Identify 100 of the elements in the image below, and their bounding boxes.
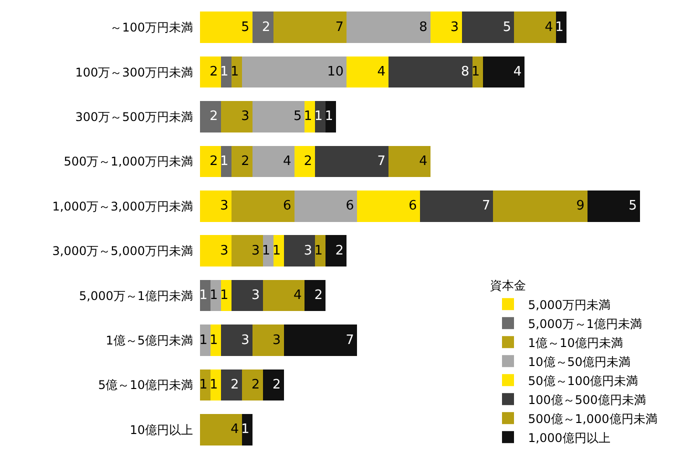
bar (284, 235, 316, 266)
bar (273, 12, 347, 43)
bar (200, 12, 252, 43)
bar (252, 12, 274, 43)
data-label: 2 (252, 377, 260, 392)
data-label: 7 (335, 20, 344, 35)
legend-label: 100億～500億円未満 (528, 392, 646, 407)
bar (200, 280, 210, 312)
data-label: 1 (555, 20, 564, 35)
bar (210, 280, 221, 312)
legend-label: 5,000万～1億円未満 (528, 316, 642, 331)
y-tick-label: ～100万円未満 (110, 20, 193, 35)
data-label: 1 (220, 288, 228, 304)
bar (200, 146, 221, 178)
data-label: 4 (293, 288, 302, 304)
bar (252, 101, 305, 132)
bar (315, 146, 389, 178)
legend-label: 1,000億円以上 (528, 430, 610, 445)
bar (357, 190, 420, 222)
data-label: 3 (304, 243, 312, 258)
data-label: 4 (513, 64, 522, 80)
bar (388, 146, 430, 178)
data-label: 3 (220, 198, 228, 214)
data-label: 5 (628, 198, 637, 214)
data-label: 7 (482, 198, 490, 214)
data-label: 2 (304, 154, 312, 169)
bar (220, 369, 242, 401)
bar (231, 146, 252, 178)
data-label: 2 (210, 154, 218, 169)
bar (556, 12, 567, 43)
data-label: 1 (314, 243, 323, 258)
data-label: 2 (272, 377, 281, 392)
bar (284, 324, 358, 356)
y-tick-label: 5億～10億円未満 (98, 378, 193, 392)
bar (231, 56, 242, 88)
bar (388, 56, 472, 88)
bar (252, 146, 294, 178)
data-label: 1 (230, 64, 239, 80)
data-label: 2 (230, 377, 239, 392)
data-label: 3 (252, 243, 260, 258)
data-label: 6 (408, 198, 417, 214)
data-label: 4 (419, 154, 428, 169)
bar (242, 369, 263, 401)
bar (420, 190, 494, 222)
y-tick-label: 5,000万～1億円未満 (79, 288, 193, 303)
data-label: 4 (377, 64, 386, 80)
bar (262, 280, 305, 312)
data-label: 2 (314, 288, 323, 304)
data-label: 2 (262, 20, 270, 35)
data-label: 1 (262, 243, 270, 258)
data-label: 1 (324, 109, 334, 124)
data-label: 5 (241, 20, 250, 35)
data-label: 1 (199, 332, 208, 348)
legend-title: 資本金 (490, 278, 526, 293)
data-label: 1 (304, 109, 312, 124)
bar (262, 369, 284, 401)
data-label: 1 (210, 377, 218, 392)
bar (210, 324, 221, 356)
data-label: 1 (199, 288, 208, 304)
y-tick-label: 1,000万～3,000万円未満 (52, 199, 193, 214)
bar (200, 369, 210, 401)
bar (210, 369, 221, 401)
bar (482, 56, 525, 88)
legend-label: 50億～100億円未満 (528, 374, 638, 388)
data-label: 9 (576, 198, 584, 214)
bar (262, 235, 274, 266)
data-label: 10 (327, 64, 344, 80)
data-label: 1 (210, 332, 218, 348)
bar (242, 56, 347, 88)
data-label: 1 (220, 64, 228, 80)
bar (304, 101, 316, 132)
data-label: 4 (230, 422, 239, 438)
y-tick-label: 300万～500万円未満 (75, 110, 193, 124)
data-label: 2 (241, 154, 250, 169)
bar (294, 146, 316, 178)
bar (252, 324, 284, 356)
data-label: 8 (419, 20, 428, 35)
bar (346, 12, 430, 43)
bar (315, 101, 326, 132)
bar (200, 56, 221, 88)
y-tick-label: 1億～5億円未満 (106, 333, 193, 348)
legend-label: 10億～50億円未満 (528, 354, 631, 369)
data-label: 1 (314, 109, 323, 124)
data-label: 6 (346, 198, 354, 214)
bar (220, 280, 232, 312)
data-label: 7 (377, 154, 386, 169)
data-label: 8 (461, 64, 470, 80)
legend-label: 5,000万円未満 (528, 298, 610, 312)
data-label: 3 (241, 109, 250, 124)
bar (200, 101, 221, 132)
bar (200, 324, 210, 356)
bar (326, 101, 336, 132)
bar (472, 56, 483, 88)
bar (273, 235, 284, 266)
data-label: 2 (335, 243, 344, 258)
bar (304, 280, 326, 312)
data-label: 5 (502, 20, 512, 35)
bar (462, 12, 514, 43)
bar (220, 146, 232, 178)
legend-label: 1億～10億円未満 (528, 336, 623, 350)
